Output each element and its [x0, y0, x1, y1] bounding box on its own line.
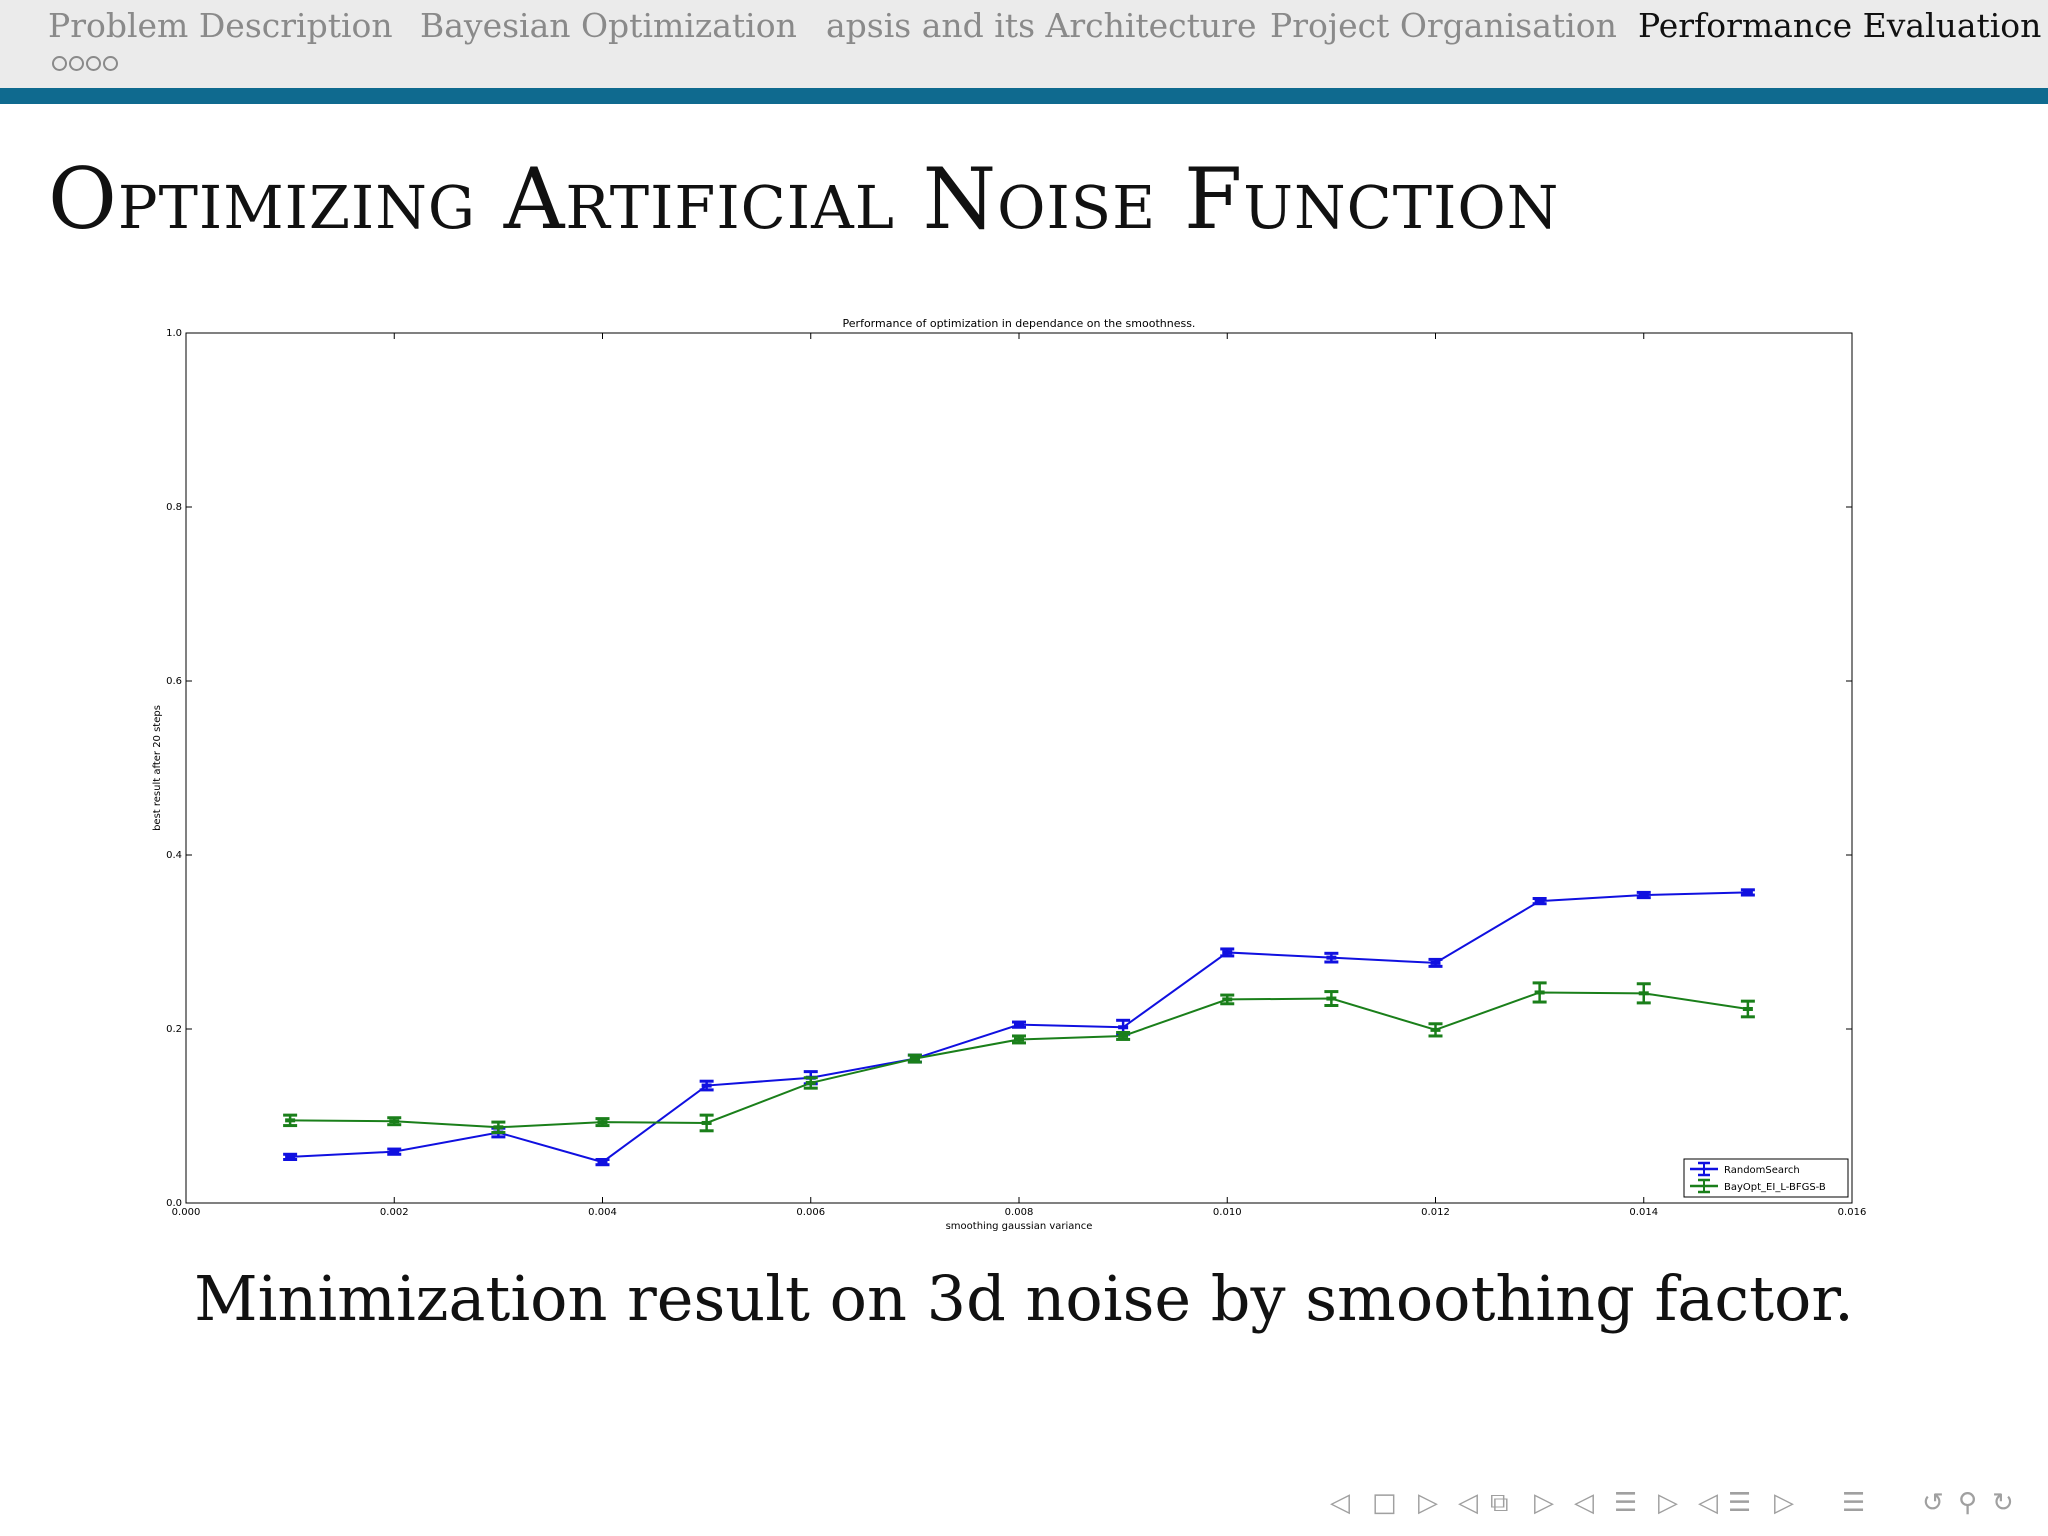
data-point — [1326, 955, 1337, 960]
legend-label: BayOpt_EI_L-BFGS-B — [1724, 1182, 1826, 1193]
subsection-dot[interactable] — [69, 56, 84, 71]
data-point — [493, 1125, 504, 1130]
prev-subsection-icon[interactable]: ◁ — [1458, 1488, 1478, 1518]
x-axis-label: smoothing gaussian variance — [946, 1221, 1093, 1232]
next-section-icon[interactable]: ▷ — [1658, 1488, 1678, 1518]
data-point — [1326, 996, 1337, 1001]
prev-document-icon[interactable]: ◁ — [1698, 1488, 1718, 1518]
data-point — [1430, 960, 1441, 965]
nav-section-project-organisation[interactable]: Project Organisation — [1270, 6, 1617, 45]
header-rule — [0, 88, 2048, 104]
x-tick-label: 0.014 — [1629, 1207, 1658, 1218]
nav-section-performance-evaluation[interactable]: Performance Evaluation — [1638, 6, 2042, 45]
subsection-icon[interactable]: ⧉ — [1490, 1488, 1509, 1518]
data-point — [1222, 997, 1233, 1002]
chart-container: Performance of optimization in dependanc… — [0, 310, 2048, 1260]
data-point — [805, 1080, 816, 1085]
legend-label: RandomSearch — [1724, 1165, 1800, 1176]
data-point — [389, 1119, 400, 1124]
x-tick-label: 0.002 — [380, 1207, 409, 1218]
x-tick-label: 0.004 — [588, 1207, 617, 1218]
subsection-progress-dots — [52, 56, 120, 78]
y-tick-label: 0.2 — [166, 1024, 182, 1035]
data-point — [285, 1154, 296, 1159]
data-point — [701, 1083, 712, 1088]
y-axis-label: best result after 20 steps — [152, 705, 163, 831]
data-point — [1118, 1025, 1129, 1030]
slide-title: Optimizing Artificial Noise Function — [48, 150, 1560, 248]
data-point — [1638, 893, 1649, 898]
data-point — [1014, 1022, 1024, 1027]
forward-icon[interactable]: ↻ — [1992, 1488, 2014, 1518]
legend-box — [1683, 1158, 1849, 1198]
subsection-dot[interactable] — [86, 56, 101, 71]
y-tick-label: 0.0 — [166, 1198, 182, 1209]
data-point — [1638, 991, 1649, 996]
prev-section-icon[interactable]: ◁ — [1574, 1488, 1594, 1518]
data-point — [701, 1120, 712, 1125]
plot-frame — [185, 332, 1853, 1204]
x-tick-label: 0.016 — [1838, 1207, 1867, 1218]
chart-title: Performance of optimization in dependanc… — [843, 317, 1196, 330]
x-tick-label: 0.000 — [172, 1207, 201, 1218]
search-icon[interactable]: ⚲ — [1958, 1488, 1978, 1518]
next-frame-icon[interactable]: ▷ — [1418, 1488, 1438, 1518]
y-tick-label: 1.0 — [166, 328, 182, 339]
beamer-navigation-controls: ◁ □ ▷ ◁ ⧉ ▷ ◁ ☰ ▷ ◁ ☰ ▷ ☰ ↺ ⚲ ↻ — [1330, 1488, 2030, 1524]
section-navigation-bar: Problem Description Bayesian Optimizatio… — [0, 0, 2048, 88]
data-point — [285, 1118, 296, 1123]
data-point — [1014, 1037, 1024, 1042]
data-point — [909, 1056, 920, 1061]
figure-caption: Minimization result on 3d noise by smoot… — [194, 1262, 1854, 1335]
data-point — [597, 1120, 608, 1125]
y-tick-label: 0.4 — [166, 850, 182, 861]
next-subsection-icon[interactable]: ▷ — [1534, 1488, 1554, 1518]
prev-frame-icon[interactable]: ◁ — [1330, 1488, 1350, 1518]
subsection-dot[interactable] — [52, 56, 67, 71]
nav-section-problem-description[interactable]: Problem Description — [48, 6, 393, 45]
next-document-icon[interactable]: ▷ — [1774, 1488, 1794, 1518]
data-point — [597, 1160, 608, 1165]
x-tick-label: 0.010 — [1213, 1207, 1242, 1218]
x-tick-label: 0.008 — [1005, 1207, 1034, 1218]
series-line-1 — [290, 991, 1749, 1129]
data-point — [1118, 1033, 1129, 1038]
nav-section-apsis-architecture[interactable]: apsis and its Architecture — [826, 6, 1257, 45]
line-chart: Performance of optimization in dependanc… — [152, 317, 1867, 1232]
y-tick-label: 0.8 — [166, 502, 182, 513]
x-tick-label: 0.012 — [1421, 1207, 1450, 1218]
frame-icon[interactable]: □ — [1372, 1488, 1397, 1518]
data-point — [1534, 990, 1545, 995]
data-point — [1222, 950, 1233, 955]
document-icon[interactable]: ☰ — [1728, 1488, 1752, 1518]
data-point — [1742, 890, 1753, 895]
back-icon[interactable]: ↺ — [1922, 1488, 1944, 1518]
y-tick-label: 0.6 — [166, 676, 182, 687]
nav-section-bayesian-optimization[interactable]: Bayesian Optimization — [420, 6, 797, 45]
section-icon[interactable]: ☰ — [1614, 1488, 1638, 1518]
data-point — [1742, 1006, 1753, 1011]
subsection-dot[interactable] — [103, 56, 118, 71]
data-point — [1534, 899, 1545, 904]
data-point — [1430, 1027, 1441, 1032]
data-point — [389, 1149, 400, 1154]
x-tick-label: 0.006 — [796, 1207, 825, 1218]
appendix-icon[interactable]: ☰ — [1842, 1488, 1866, 1518]
